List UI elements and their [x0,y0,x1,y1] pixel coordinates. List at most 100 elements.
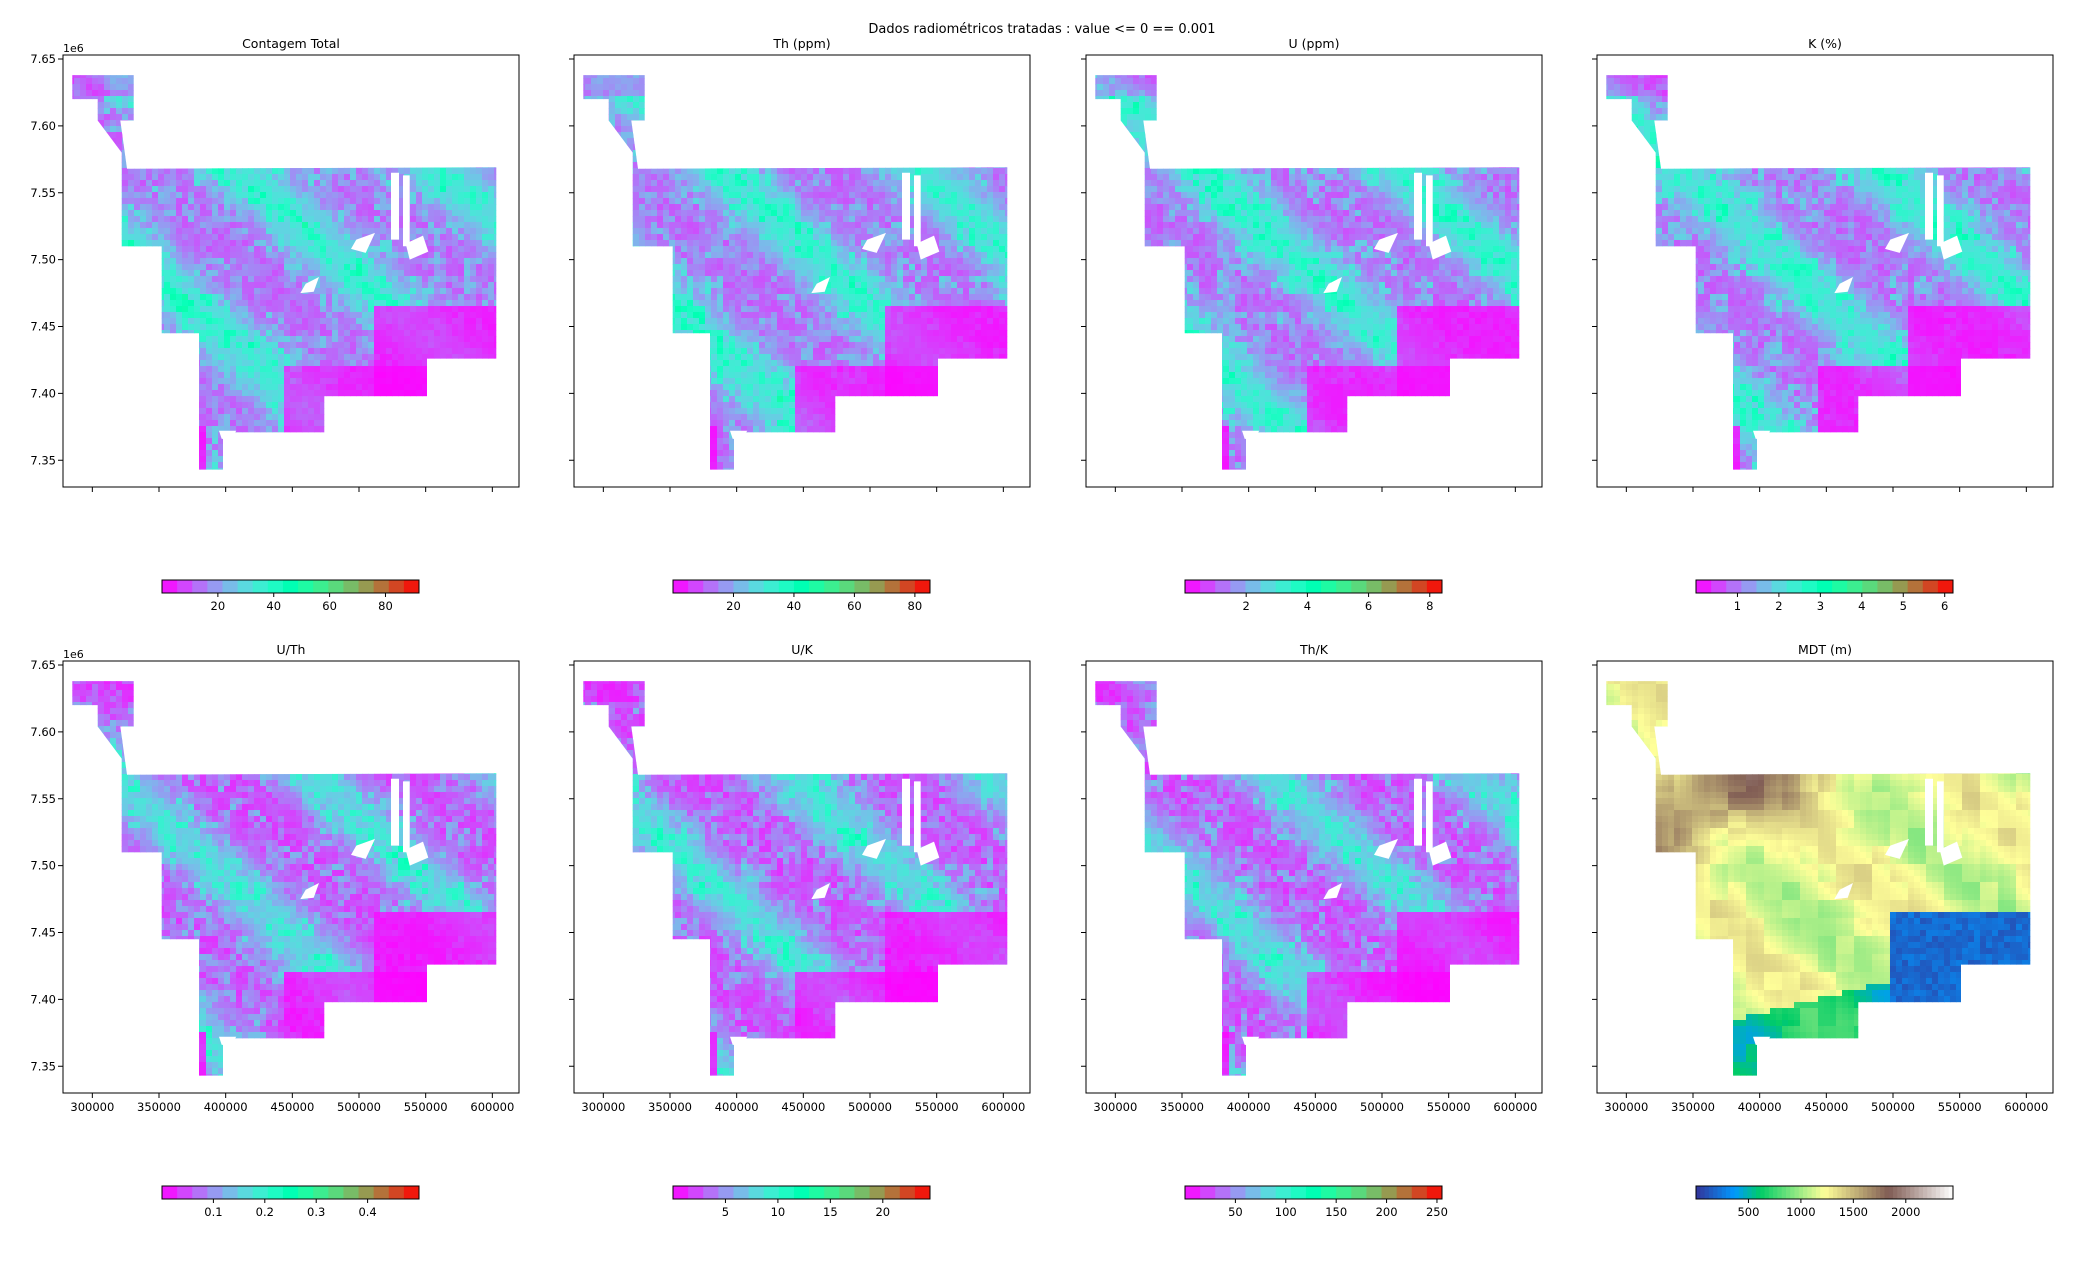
x-tick-label: 500000 [1871,1100,1915,1114]
colorbar-segment [222,580,239,593]
colorbar-segment [809,1186,825,1199]
colorbar-segment [1786,580,1803,593]
colorbar-segment [1290,580,1307,593]
colorbar-segment [1426,580,1443,593]
colorbar-segment [403,1186,420,1199]
colorbar-segment [343,580,360,593]
colorbar-segment [1336,1186,1352,1199]
colorbar-segment [854,580,871,593]
colorbar-segment [1245,1186,1262,1199]
x-tick-label: 400000 [1227,1100,1271,1114]
x-tick-label: 500000 [1360,1100,1404,1114]
subplot-title: K (%) [1808,36,1842,51]
colorbar-segment [1764,1186,1770,1199]
colorbar-segment [1892,580,1909,593]
x-tick-label: 350000 [1671,1100,1715,1114]
colorbar-tick-label: 2 [1243,599,1250,613]
colorbar-tick-label: 200 [1376,1205,1398,1219]
colorbar-segment [1200,1186,1216,1199]
colorbar-frame [672,579,931,594]
subplot-3: U (ppm) 2 4 6 8 [1081,36,1543,613]
axes-frame [62,660,520,1094]
colorbar-tick-label: 60 [322,599,337,613]
colorbar-segment [1711,580,1727,593]
colorbar-segment [1336,580,1352,593]
colorbar-segment [1696,1186,1701,1199]
colorbar-segment [1893,1186,1898,1199]
y-tick-label: 7.50 [30,253,56,267]
colorbar-segment [703,580,719,593]
colorbar-segment [1351,580,1367,593]
colorbar-segment [1858,1186,1864,1199]
colorbar-segment [1824,1186,1830,1199]
colorbar-segment [839,580,855,593]
colorbar-segment [282,1186,299,1199]
axes-frame [573,660,1031,1094]
colorbar-tick-label: 2000 [1891,1205,1920,1219]
y-tick-label: 7.55 [30,792,56,806]
x-tick-label: 600000 [2004,1100,2048,1114]
colorbar-segment [1937,580,1954,593]
colorbar-segment [222,1186,239,1199]
colorbar-segment [1245,580,1262,593]
heatmap-raster [1095,75,1520,470]
axes-frame [1085,660,1543,1094]
colorbar-segment [1725,1186,1731,1199]
colorbar-segment [1773,1186,1778,1199]
colorbar-segment [1366,580,1383,593]
colorbar-segment [1411,580,1428,593]
colorbar-segment [1884,1186,1890,1199]
colorbar-segment [1948,1186,1954,1199]
colorbar-segment [1790,1186,1796,1199]
axes-frame [1085,54,1543,488]
heatmap-raster [583,681,1008,1076]
colorbar-segment [688,580,704,593]
colorbar-segment [1922,580,1939,593]
subplot-8: MDT (m) 300000 350000 400000 450000 500000 550… [1592,642,2054,1219]
colorbar-segment [1751,1186,1757,1199]
y-tick-label: 7.35 [30,1059,56,1073]
colorbar-segment [1944,1186,1950,1199]
y-tick-label: 7.50 [30,859,56,873]
colorbar-tick-label: 6 [1941,599,1948,613]
colorbar-tick-label: 20 [875,1205,890,1219]
colorbar-segment [1747,1186,1753,1199]
colorbar-segment [914,1186,931,1199]
colorbar-segment [1798,1186,1804,1199]
x-tick-label: 550000 [404,1100,448,1114]
colorbar-segment [1927,1186,1933,1199]
colorbar-segment [207,580,223,593]
axes-frame [1596,54,2054,488]
colorbar-segment [1260,580,1277,593]
colorbar-segment [1820,1186,1825,1199]
colorbar-tick-label: 60 [847,599,862,613]
colorbar-frame [1184,1185,1443,1200]
colorbar-segment [1426,1186,1443,1199]
colorbar-tick-label: 3 [1817,599,1824,613]
colorbar-segment [1321,580,1337,593]
colorbar-frame [161,579,420,594]
colorbar-segment [1756,580,1773,593]
y-offset-label: 1e6 [63,648,84,661]
colorbar-segment [1901,1186,1907,1199]
colorbar-segment [809,580,825,593]
colorbar-tick-label: 500 [1737,1205,1759,1219]
colorbar-tick-label: 250 [1426,1205,1448,1219]
colorbar-segment [388,580,405,593]
colorbar: 20 40 60 80 [672,579,931,613]
heatmap-raster [72,681,497,1076]
colorbar: 0.1 0.2 0.3 0.4 [161,1185,420,1219]
colorbar-segment [854,1186,871,1199]
y-tick-label: 7.35 [30,453,56,467]
colorbar-segment [373,580,390,593]
colorbar-segment [1755,1186,1761,1199]
colorbar-segment [778,580,795,593]
colorbar-segment [733,1186,750,1199]
colorbar-segment [869,580,886,593]
colorbar-segment [1907,580,1924,593]
colorbar-segment [839,1186,855,1199]
colorbar-segment [252,580,269,593]
colorbar-segment [1700,1186,1706,1199]
colorbar-segment [1396,580,1413,593]
colorbar-segment [1305,580,1322,593]
